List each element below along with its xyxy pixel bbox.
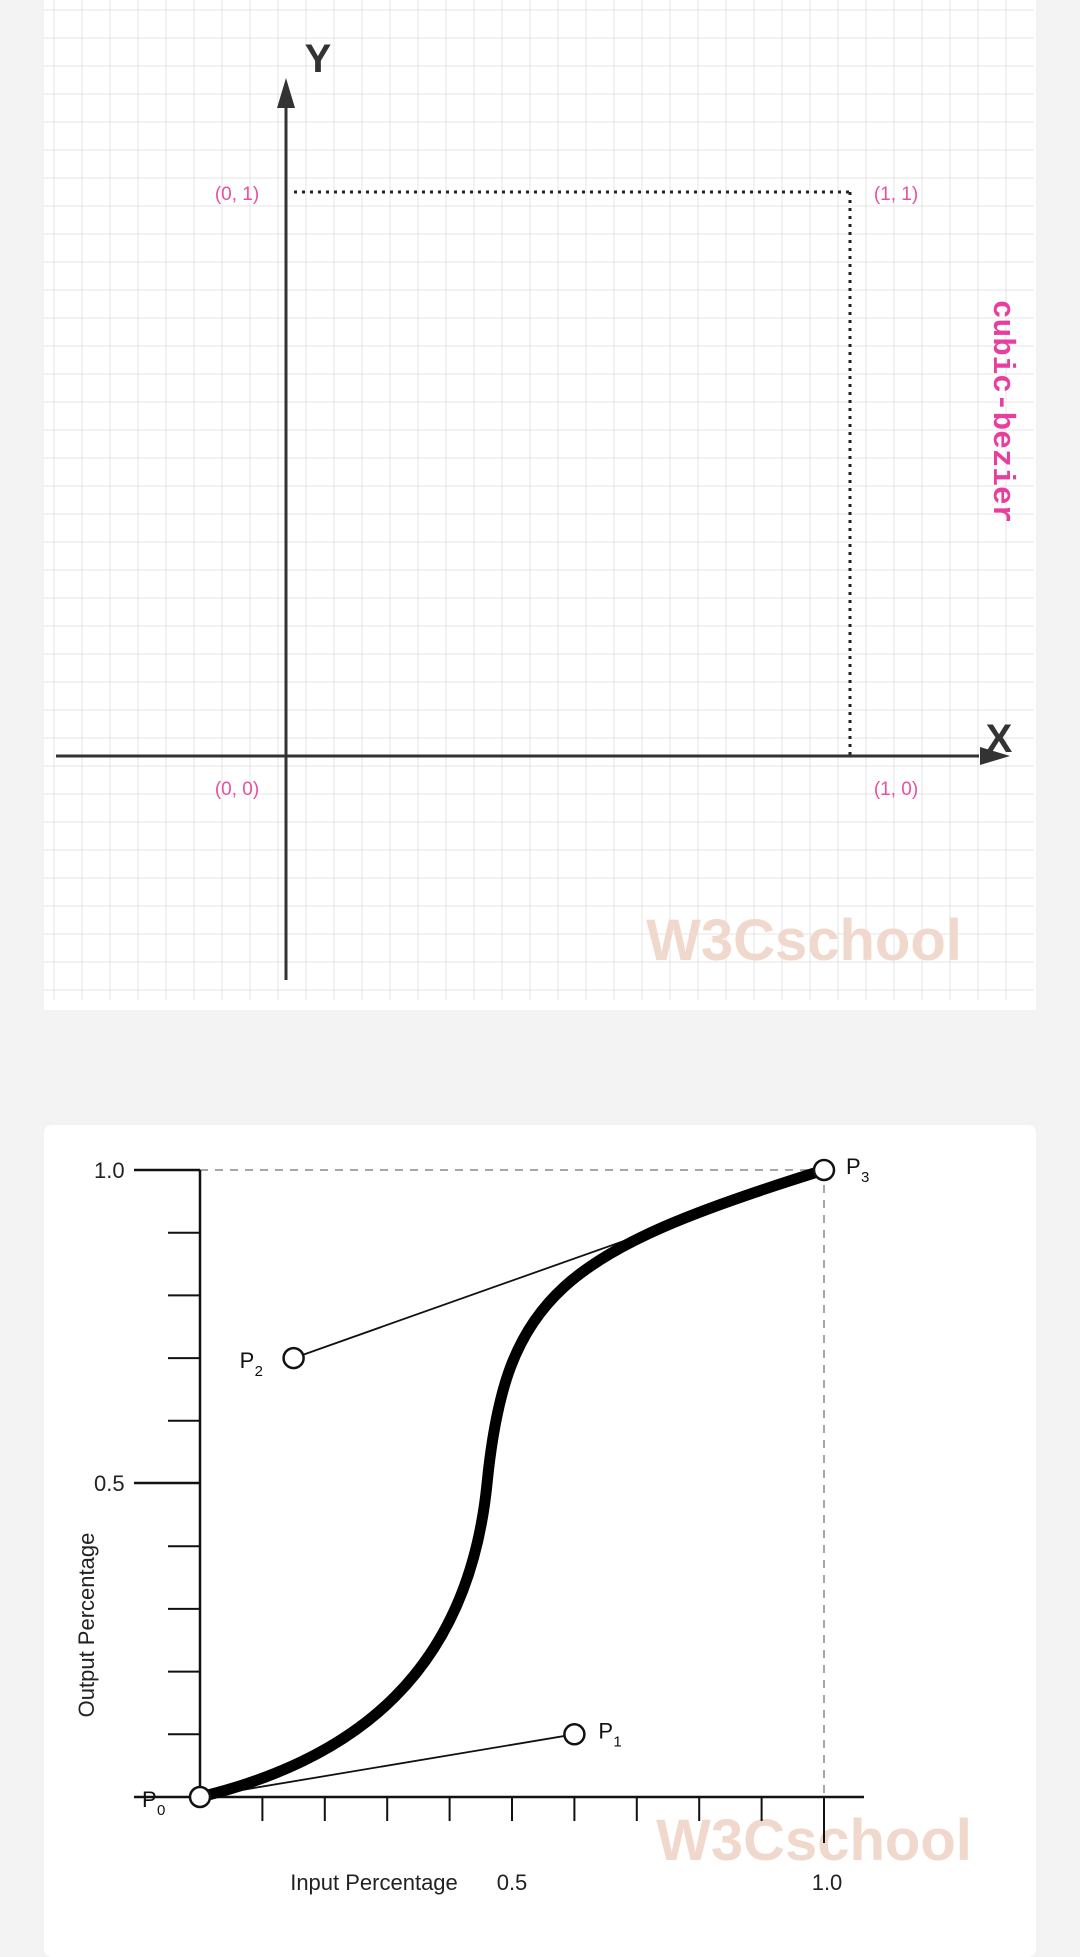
bezier-curve xyxy=(194,1164,830,1803)
point-label-p2: P xyxy=(240,1348,255,1373)
control-handles xyxy=(199,1169,825,1798)
handle-p0-p1 xyxy=(199,1733,575,1798)
x-axis-title: X xyxy=(986,717,1013,761)
y-tick-label-mid: 0.5 xyxy=(94,1471,125,1496)
background-grid xyxy=(44,0,1034,1000)
control-point-p1 xyxy=(563,1723,586,1746)
watermark: W3Cschool xyxy=(656,1808,972,1873)
point-subscript-p2: 2 xyxy=(255,1363,263,1380)
label-0-1: (0, 1) xyxy=(215,184,259,205)
point-subscript-p3: 3 xyxy=(861,1169,869,1186)
y-minor-ticks xyxy=(168,1231,200,1736)
label-1-1: (1, 1) xyxy=(874,184,918,205)
control-point-p3 xyxy=(812,1158,836,1182)
point-subscript-p1: 1 xyxy=(613,1733,621,1750)
watermark: W3Cschool xyxy=(646,908,962,973)
x-tick-label-mid: 0.5 xyxy=(497,1870,528,1895)
point-label-p1: P xyxy=(598,1718,613,1743)
control-point-p0 xyxy=(188,1785,212,1809)
bezier-curve-diagram: W3Cschool 1.0 0.5 0.5 1.0 Input Percenta… xyxy=(74,1154,972,1895)
y-axis-title: Output Percentage xyxy=(74,1533,99,1718)
coordinate-grid-diagram: W3Cschool Y X (0, 1) (1, 1) (0, 0) (1, 0… xyxy=(44,0,1034,1000)
point-subscript-p0: 0 xyxy=(157,1802,165,1819)
coordinate-grid-panel: W3Cschool Y X (0, 1) (1, 1) (0, 0) (1, 0… xyxy=(44,0,1036,1010)
x-axis-arrow-icon xyxy=(980,747,1010,765)
cubic-bezier-label: cubic-bezier xyxy=(984,300,1019,523)
label-1-0: (1, 0) xyxy=(874,779,918,800)
control-point-p2 xyxy=(282,1346,305,1370)
bezier-curve-panel: W3Cschool 1.0 0.5 0.5 1.0 Input Percenta… xyxy=(44,1125,1036,1957)
control-points: P 0P 1P 2P 3 xyxy=(142,1154,869,1819)
point-label-p0: P xyxy=(142,1787,157,1812)
point-label-p3: P xyxy=(846,1154,861,1179)
x-tick-label-end: 1.0 xyxy=(812,1870,843,1895)
x-axis-title: Input Percentage xyxy=(290,1870,458,1895)
x-minor-ticks xyxy=(261,1797,825,1843)
y-tick-label-top: 1.0 xyxy=(94,1158,125,1183)
label-0-0: (0, 0) xyxy=(215,779,259,800)
y-axis-title: Y xyxy=(305,37,332,81)
y-axis-arrow-icon xyxy=(277,78,295,108)
